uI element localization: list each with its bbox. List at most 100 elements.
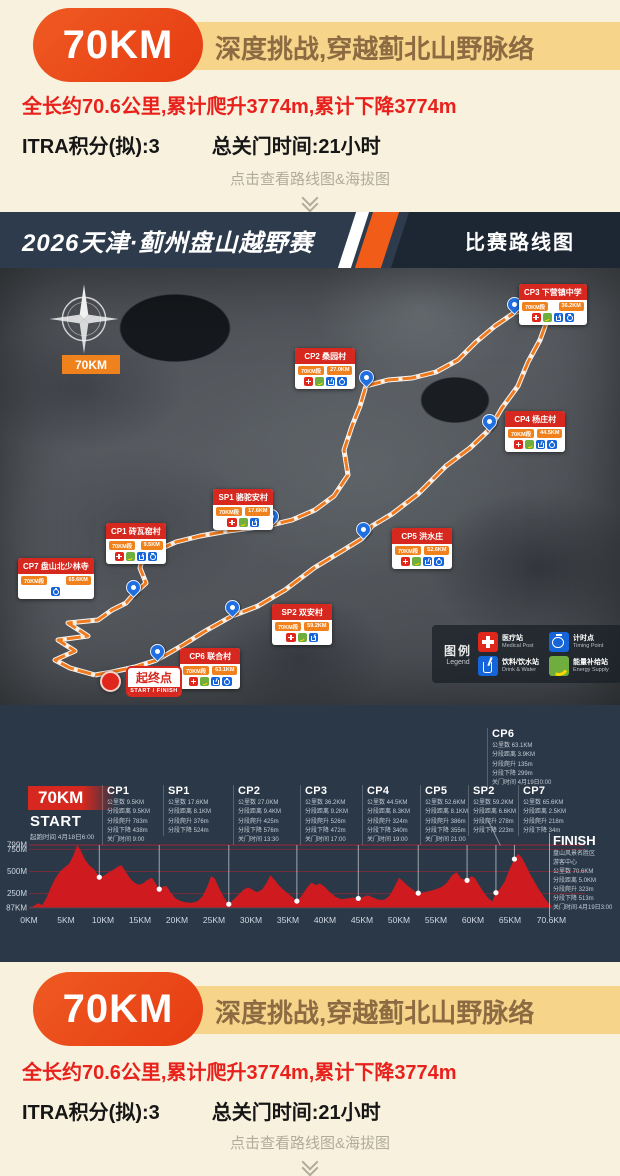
timing-icon	[51, 587, 61, 597]
legend-item-medical: 医疗站 Medical Post	[478, 632, 545, 652]
energy-icon	[200, 677, 210, 687]
finish-stat: 关门时间 4月19日3:00	[553, 905, 613, 911]
checkpoint-distance-row: 70KM段 27.0KM	[295, 364, 355, 376]
checkpoint-services	[272, 632, 332, 645]
water-icon	[553, 313, 564, 323]
energy-icon	[525, 440, 535, 450]
svg-text:65KM: 65KM	[499, 915, 521, 925]
legend-label-en: Timing Point	[573, 642, 604, 649]
energy-icon	[315, 377, 325, 387]
segment-chip: 70KM段	[298, 366, 325, 375]
checkpoint-stat: 公里数 27.0KM	[238, 800, 279, 806]
checkpoint-services	[106, 551, 166, 564]
checkpoint-stat: 关门时间 21:00	[425, 837, 466, 844]
view-map-link[interactable]: 点击查看路线图&海拔图	[229, 1135, 390, 1152]
checkpoint-stat: 分段距离 8.1KM	[425, 809, 469, 816]
timing-icon	[549, 632, 569, 652]
checkpoint-stat: 分段爬升 278m	[473, 818, 514, 825]
medical-icon	[286, 633, 296, 643]
checkpoint-distance-row: 70KM段 9.5KM	[106, 539, 166, 551]
legend-item-timing: 计时点 Timing Point	[549, 632, 616, 652]
map-distance-badge: 70KM	[62, 355, 120, 374]
start-time: 起跑时间 4月18日6:00	[30, 834, 95, 841]
checkpoint-name: SP2 双安村	[272, 604, 333, 620]
checkpoint-label-cp4: CP4 杨庄村 70KM段 44.5KM	[505, 411, 566, 453]
segment-chip: 70KM段	[508, 429, 535, 438]
finish-stat: 公里数 70.6KM	[553, 869, 594, 875]
checkpoint-stat: 分段距离 9.5KM	[107, 809, 151, 816]
checkpoint-stat: 公里数 63.1KM	[492, 743, 533, 749]
svg-text:500M: 500M	[7, 867, 27, 876]
svg-text:10KM: 10KM	[92, 915, 114, 925]
medical-icon	[188, 677, 199, 687]
checkpoint-name: CP3 下营镇中学	[519, 284, 587, 300]
svg-text:0KM: 0KM	[20, 915, 37, 925]
checkpoint-stat: 关门时间 13:30	[238, 837, 279, 844]
checkpoint-id: SP1	[168, 785, 190, 797]
distance-chip: 44.5KM	[537, 429, 563, 438]
svg-text:35KM: 35KM	[277, 915, 299, 925]
compass-icon	[49, 284, 119, 354]
checkpoint-distance-row: 70KM段 52.6KM	[392, 544, 452, 556]
timing-icon	[547, 440, 557, 450]
checkpoint-distance-row: 70KM段 17.6KM	[213, 505, 273, 517]
checkpoint-stat: 分段距离 8.1KM	[168, 809, 212, 816]
checkpoint-stat: 分段爬升 386m	[425, 818, 466, 825]
view-map-link[interactable]: 点击查看路线图&海拔图	[229, 171, 390, 188]
legend-title-zh: 图例	[443, 644, 472, 658]
water-icon	[308, 633, 318, 643]
timing-icon	[148, 552, 158, 562]
cutoff-time: 总关门时间:21小时	[211, 1102, 381, 1124]
water-icon	[423, 557, 433, 567]
course-stats: 全长约70.6公里,累计爬升3774m,累计下降3774m	[22, 1062, 457, 1084]
energy-icon	[297, 633, 307, 643]
legend-label: 能量补给站 Energy Supply	[573, 659, 609, 674]
distance-badge: 70KM	[33, 8, 203, 82]
medical-icon	[400, 557, 411, 567]
checkpoint-stat: 分段下降 340m	[367, 827, 408, 834]
checkpoint-column-sp2: SP2 公里数 59.2KM 分段距离 6.6KM 分段爬升 278m 分段下降 223…	[468, 785, 516, 837]
finish-rows: 公里数 70.6KM 分段距离 5.0KM 分段爬升 323m 分段下降 513m 关门…	[553, 868, 612, 913]
route-map[interactable]: 70KM CP1 砖瓦窑村 70KM段 9.5KM SP1 骆驼安村 70KM段 17.6…	[0, 268, 620, 705]
checkpoint-stat: 分段爬升 526m	[305, 818, 346, 825]
legend-items: 医疗站 Medical Post 计时点 Timing Point 饮料/饮水站 Drin…	[478, 632, 616, 676]
checkpoint-stat: 分段下降 472m	[305, 827, 346, 834]
start-dot-icon	[100, 671, 121, 692]
checkpoint-column-sp1: SP1 公里数 17.6KM 分段距离 8.1KM 分段爬升 376m 分段下降 524…	[163, 785, 212, 837]
legend-label: 医疗站 Medical Post	[502, 635, 534, 650]
timing-icon	[337, 377, 347, 387]
start-label-zh: 起终点	[136, 671, 173, 685]
checkpoint-label-sp1: SP1 骆驼安村 70KM段 17.6KM	[213, 489, 274, 531]
checkpoint-stat: 公里数 52.6KM	[425, 800, 466, 806]
segment-chip: 70KM段	[522, 302, 549, 311]
chevron-down-icon[interactable]	[301, 1153, 319, 1176]
finish-divider	[549, 833, 550, 917]
segment-chip: 70KM段	[216, 507, 243, 516]
checkpoint-stat: 分段爬升 425m	[238, 818, 279, 825]
finish-place-2: 游客中心	[553, 860, 578, 866]
checkpoint-id: CP5	[425, 785, 448, 797]
finish-stat: 分段爬升 323m	[553, 887, 594, 893]
checkpoint-stat: 分段爬升 218m	[523, 818, 564, 825]
checkpoint-stat: 分段爬升 783m	[107, 818, 148, 825]
checkpoint-stat: 关门时间 19:00	[367, 837, 408, 844]
checkpoint-stat: 分段爬升 135m	[492, 761, 533, 768]
legend-title-en: Legend	[446, 659, 470, 666]
chevron-down-icon[interactable]	[301, 189, 319, 212]
legend-item-energy: 能量补给站 Energy Supply	[549, 656, 616, 676]
finish-title: FINISH	[553, 833, 596, 848]
checkpoint-name: CP4 杨庄村	[505, 411, 566, 427]
checkpoint-column-cp6: CP6 公里数 63.1KM 分段距离 3.9KM 分段爬升 135m 分段下降 299…	[487, 728, 551, 789]
svg-text:25KM: 25KM	[203, 915, 225, 925]
finish-place-1: 盘山风景名胜区	[553, 851, 596, 857]
distance-chip: 52.6KM	[424, 546, 450, 555]
checkpoint-label-cp6: CP6 联合村 70KM段 63.1KM	[180, 648, 241, 690]
svg-text:20KM: 20KM	[166, 915, 188, 925]
water-icon	[136, 552, 147, 562]
timing-icon	[434, 557, 444, 567]
finish-stat: 分段距离 5.0KM	[553, 878, 597, 884]
legend-label: 计时点 Timing Point	[573, 635, 603, 650]
water-icon	[478, 656, 498, 676]
legend-label-en: Medical Post	[502, 642, 534, 649]
checkpoint-stat: 分段距离 3.9KM	[492, 752, 536, 759]
